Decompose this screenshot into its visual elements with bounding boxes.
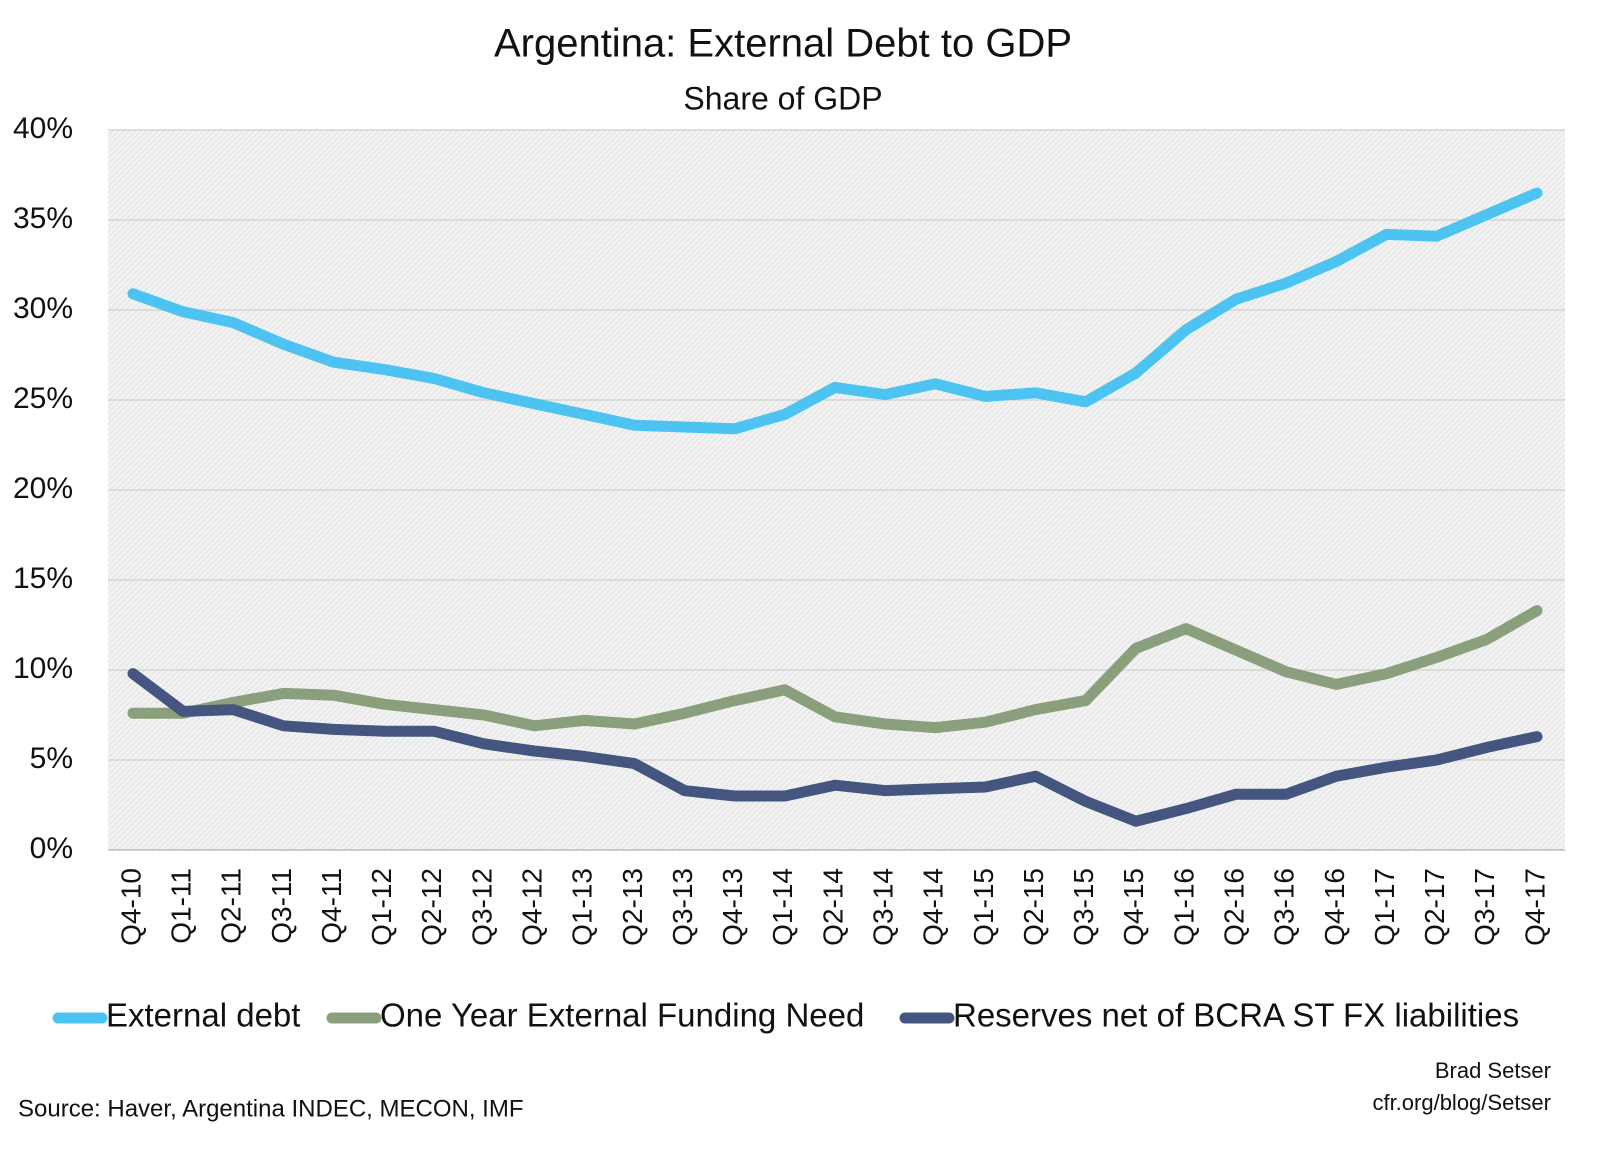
x-tick-label: Q4-12: [517, 868, 548, 946]
x-tick-label: Q3-13: [667, 868, 698, 946]
y-tick-label: 15%: [13, 562, 73, 595]
x-tick-label: Q2-16: [1219, 868, 1250, 946]
x-tick-label: Q3-14: [868, 868, 899, 946]
x-tick-label: Q3-17: [1469, 868, 1500, 946]
x-tick-label: Q3-12: [466, 868, 497, 946]
legend-label: Reserves net of BCRA ST FX liabilities: [953, 997, 1519, 1034]
x-tick-label: Q2-11: [216, 868, 247, 944]
x-tick-label: Q3-16: [1269, 868, 1300, 946]
series-line: [127, 668, 1543, 827]
x-tick-label: Q2-17: [1419, 868, 1450, 946]
y-tick-label: 5%: [30, 742, 73, 775]
x-tick-label: Q4-15: [1118, 868, 1149, 946]
x-tick-label: Q4-16: [1319, 868, 1350, 946]
y-tick-label: 35%: [13, 202, 73, 235]
y-tick-label: 40%: [13, 112, 73, 145]
source: Source: Haver, Argentina INDEC, MECON, I…: [18, 1095, 524, 1122]
author: Brad Setser: [1435, 1058, 1551, 1083]
x-tick-label: Q4-17: [1519, 868, 1550, 946]
x-tick-label: Q1-11: [166, 868, 197, 944]
x-tick-label: Q2-14: [817, 868, 848, 946]
x-tick-label: Q3-11: [266, 868, 297, 944]
x-tick-label: Q1-15: [968, 868, 999, 946]
legend-label: One Year External Funding Need: [380, 997, 864, 1034]
x-tick-label: Q1-16: [1168, 868, 1199, 946]
y-tick-label: 0%: [30, 832, 73, 865]
x-tick-label: Q2-13: [617, 868, 648, 946]
x-tick-label: Q1-13: [567, 868, 598, 946]
x-tick-label: Q4-11: [316, 868, 347, 944]
series-line: [127, 187, 1543, 435]
x-tick-label: Q4-13: [717, 868, 748, 946]
x-tick-label: Q1-12: [366, 868, 397, 946]
series-line: [127, 605, 1543, 734]
chart-title: Argentina: External Debt to GDP: [494, 22, 1072, 66]
x-tick-label: Q4-14: [918, 868, 949, 946]
x-tick-label: Q2-15: [1018, 868, 1049, 946]
x-tick-label: Q4-10: [115, 868, 146, 946]
website: cfr.org/blog/Setser: [1372, 1090, 1551, 1115]
y-tick-label: 20%: [13, 472, 73, 505]
y-tick-label: 10%: [13, 652, 73, 685]
x-tick-label: Q2-12: [416, 868, 447, 946]
legend-label: External debt: [106, 997, 300, 1034]
x-tick-label: Q1-17: [1369, 868, 1400, 946]
x-tick-label: Q3-15: [1068, 868, 1099, 946]
y-tick-label: 30%: [13, 292, 73, 325]
x-tick-label: Q1-14: [767, 868, 798, 946]
chart-subtitle: Share of GDP: [683, 80, 882, 116]
y-tick-label: 25%: [13, 382, 73, 415]
